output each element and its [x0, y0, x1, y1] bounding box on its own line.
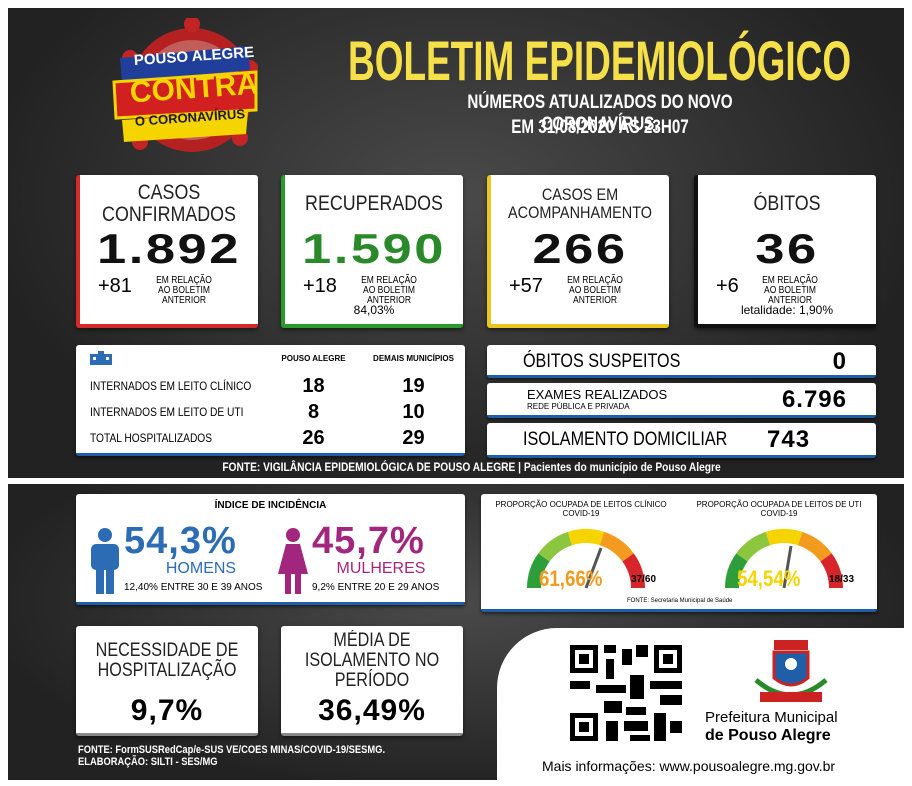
woman-icon	[278, 528, 308, 594]
card-title: CASOS EM ACOMPANHAMENTO	[508, 185, 652, 222]
card-value: 266	[532, 225, 628, 272]
city-name: de Pouso Alegre	[705, 727, 831, 744]
gauge	[527, 529, 645, 589]
panel-value: 0	[832, 348, 847, 375]
row-label: TOTAL HOSPITALIZADOS	[90, 431, 213, 445]
row-value: 26	[302, 427, 325, 449]
panel-sublabel: REDE PÚBLICA E PRIVADA	[527, 402, 630, 411]
row-value: 19	[402, 375, 425, 397]
incidence-box: ÍNDICE DE INCIDÊNCIA 54,3% HOMENS 12,40%…	[76, 494, 465, 605]
source: FONTE: VIGILÂNCIA EPIDEMIOLÓGICA DE POUS…	[222, 460, 721, 474]
source-line: FONTE: FormSUSRedCap/e-SUS VE/COES MINAS…	[78, 744, 386, 756]
card-title: ÓBITOS	[753, 192, 821, 215]
row-label: INTERNADOS EM LEITO DE UTI	[90, 405, 244, 419]
bottom-card: MÉDIA DE ISOLAMENTO NO PERÍODO 36,49%	[281, 626, 463, 736]
gauge-title: PROPORÇÃO OCUPADA DE LEITOS DE UTI COVID…	[696, 500, 862, 518]
stat-panel: ÓBITOS SUSPEITOS 0	[487, 345, 876, 378]
card-extra: letalidade: 1,90%	[740, 303, 834, 317]
logo-virus	[112, 18, 258, 152]
card-note: EM RELAÇÃO AO BOLETIM ANTERIOR	[567, 275, 623, 306]
qr-code	[570, 645, 682, 741]
gauge-ratio: 37/60	[631, 574, 657, 585]
card-delta: +18	[303, 275, 337, 297]
card-note: EM RELAÇÃO AO BOLETIM ANTERIOR	[156, 275, 212, 306]
gauges-box: FONTE: Secretaria Municipal de Saúde PRO…	[481, 494, 877, 612]
card-title: CASOS CONFIRMADOS	[102, 181, 236, 226]
gauge	[725, 529, 843, 589]
subtitle: EM 31/08/2020 ÀS 23H07	[511, 117, 689, 138]
row-value: 18	[302, 375, 325, 397]
stat-card: CASOS EM ACOMPANHAMENTO 266 +57 EM RELAÇÃO …	[487, 175, 669, 328]
bottom-card: NECESSIDADE DE HOSPITALIZAÇÃO 9,7%	[76, 626, 258, 736]
women-note: 9,2% ENTRE 20 E 29 ANOS	[312, 582, 440, 593]
card-delta: +57	[509, 275, 543, 297]
hospital-icon	[90, 351, 112, 365]
card-value: 36	[755, 225, 819, 272]
card-value: 1.590	[302, 225, 446, 272]
panel-value: 743	[767, 426, 811, 453]
bottom-card-title: NECESSIDADE DE HOSPITALIZAÇÃO	[95, 640, 239, 681]
gauge-value: 61,66%	[539, 566, 603, 591]
panel-label: ISOLAMENTO DOMICILIAR	[523, 429, 728, 450]
row-value: 8	[307, 401, 320, 423]
stat-card: CASOS CONFIRMADOS 1.892 +81 EM RELAÇÃO AO B…	[76, 175, 258, 328]
card-delta: +6	[716, 275, 739, 297]
man-icon	[91, 528, 119, 594]
men-note: 12,40% ENTRE 30 E 39 ANOS	[124, 582, 263, 593]
stat-panel: EXAMES REALIZADOS REDE PÚBLICA E PRIVADA 6…	[487, 383, 876, 418]
women-value: 45,7%	[312, 520, 425, 562]
bottom-card-value: 9,7%	[130, 694, 204, 727]
stat-card: RECUPERADOS 1.590 +18 EM RELAÇÃO AO BOLETIM…	[281, 175, 463, 328]
card-note: EM RELAÇÃO AO BOLETIM ANTERIOR	[361, 275, 417, 306]
men-label: HOMENS	[165, 560, 237, 577]
gauge-ratio: 18/33	[829, 574, 855, 585]
card-title: RECUPERADOS	[305, 192, 443, 215]
coat-of-arms	[754, 640, 828, 702]
gauge-value: 54,54%	[737, 566, 801, 591]
bottom-card-value: 36,49%	[318, 694, 426, 727]
panel-label: ÓBITOS SUSPEITOS	[523, 351, 681, 372]
bottom-card-title: MÉDIA DE ISOLAMENTO NO PERÍODO	[304, 630, 440, 691]
stat-card: ÓBITOS 36 +6 EM RELAÇÃO AO BOLETIM ANTERIOR…	[694, 175, 876, 328]
hospital-table: POUSO ALEGRE DEMAIS MUNICÍPIOS INTERNADO…	[76, 345, 465, 456]
men-value: 54,3%	[124, 520, 237, 562]
row-label: INTERNADOS EM LEITO CLÍNICO	[90, 379, 252, 393]
gauge-source: FONTE: Secretaria Municipal de Saúde	[627, 598, 733, 604]
card-value: 1.892	[97, 225, 241, 272]
gauge-title: PROPORÇÃO OCUPADA DE LEITOS CLÍNICO COVI…	[495, 500, 667, 518]
column-header: POUSO ALEGRE	[281, 354, 346, 363]
city-name: Prefeitura Municipal	[705, 709, 838, 726]
card-delta: +81	[98, 275, 132, 297]
subtitle: NÚMEROS ATUALIZADOS DO NOVO CORONAVÍRUS.	[467, 92, 733, 135]
divider	[8, 478, 904, 484]
women-label: MULHERES	[336, 560, 426, 577]
row-value: 29	[402, 427, 425, 449]
title: BOLETIM EPIDEMIOLÓGICO	[348, 29, 852, 92]
panel-value: 6.796	[781, 386, 847, 413]
card-note: EM RELAÇÃO AO BOLETIM ANTERIOR	[762, 275, 818, 306]
stat-panel: ISOLAMENTO DOMICILIAR 743	[487, 423, 876, 458]
incidence-title: ÍNDICE DE INCIDÊNCIA	[214, 500, 327, 511]
column-header: DEMAIS MUNICÍPIOS	[373, 354, 454, 363]
source-line: ELABORAÇÃO: SILTI - SES/MG	[78, 756, 218, 768]
city-area	[497, 628, 904, 780]
panel-label: EXAMES REALIZADOS	[527, 387, 668, 402]
card-extra: 84,03%	[353, 303, 395, 317]
more-info: Mais informações: www.pousoalegre.mg.gov…	[542, 758, 836, 774]
row-value: 10	[402, 401, 425, 423]
